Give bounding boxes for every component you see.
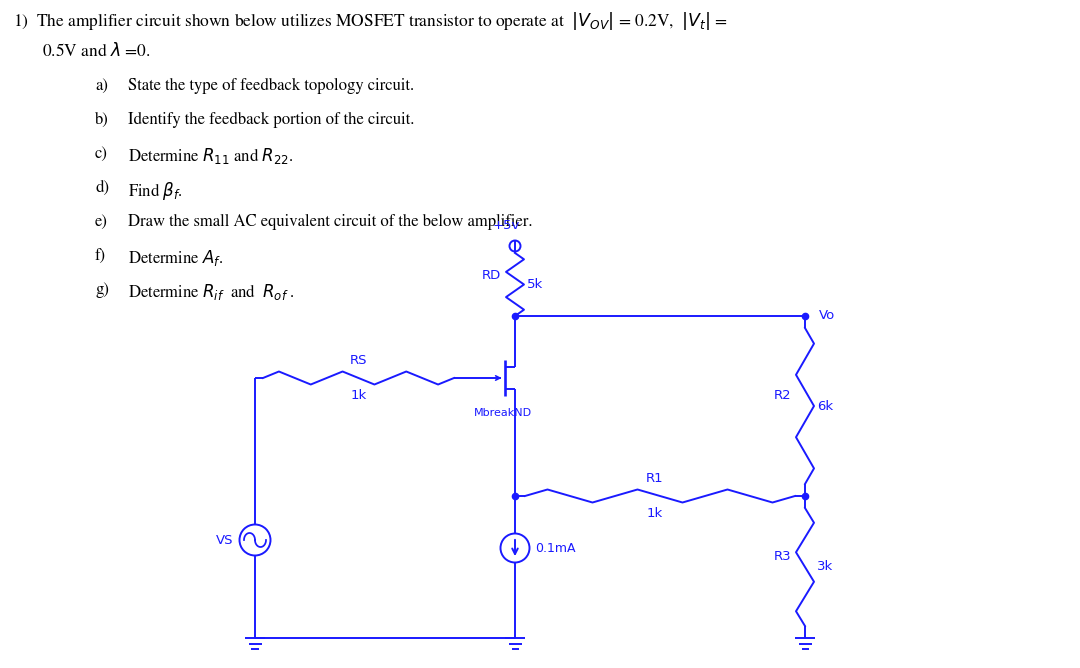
Text: Identify the feedback portion of the circuit.: Identify the feedback portion of the cir… (129, 112, 415, 128)
Text: 1)  The amplifier circuit shown below utilizes MOSFET transistor to operate at  : 1) The amplifier circuit shown below uti… (13, 10, 728, 32)
Text: c): c) (95, 146, 108, 162)
Text: R1: R1 (646, 472, 664, 485)
Text: g): g) (95, 282, 109, 298)
Text: R3: R3 (773, 550, 791, 563)
Text: e): e) (95, 214, 108, 230)
Text: Determine $R_{11}$ and $R_{22}$.: Determine $R_{11}$ and $R_{22}$. (129, 146, 294, 166)
Text: 0.1mA: 0.1mA (535, 542, 576, 554)
Text: VS: VS (216, 534, 233, 546)
Text: R2: R2 (773, 389, 791, 402)
Text: RS: RS (350, 354, 367, 367)
Text: f): f) (95, 248, 106, 264)
Text: 3k: 3k (816, 560, 834, 574)
Text: 0.5V and $\lambda$ =0.: 0.5V and $\lambda$ =0. (42, 42, 150, 60)
Text: +5v: +5v (492, 219, 521, 232)
Text: d): d) (95, 180, 109, 196)
Text: b): b) (95, 112, 109, 128)
Text: MbreakND: MbreakND (474, 408, 532, 418)
Text: State the type of feedback topology circuit.: State the type of feedback topology circ… (129, 78, 414, 94)
Text: Vo: Vo (819, 309, 835, 321)
Text: Determine $A_f$.: Determine $A_f$. (129, 248, 224, 268)
Text: Draw the small AC equivalent circuit of the below amplifier.: Draw the small AC equivalent circuit of … (129, 214, 532, 230)
Text: Determine $R_{if}$  and  $R_{of}$ .: Determine $R_{if}$ and $R_{of}$ . (129, 282, 295, 302)
Text: RD: RD (482, 269, 501, 281)
Text: 5k: 5k (527, 278, 543, 291)
Text: Find $\beta_f$.: Find $\beta_f$. (129, 180, 183, 202)
Text: 6k: 6k (816, 399, 833, 413)
Text: a): a) (95, 78, 108, 94)
Text: 1k: 1k (647, 507, 663, 520)
Text: 1k: 1k (350, 389, 366, 402)
